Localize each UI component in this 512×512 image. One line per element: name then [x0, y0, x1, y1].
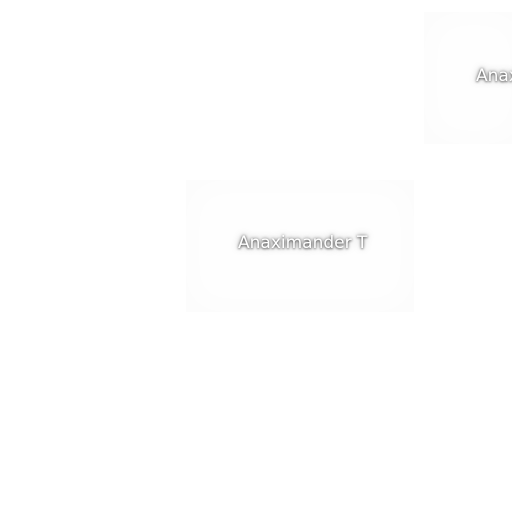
tile-caption-top-right: Anaximander T — [476, 66, 512, 86]
thumbnail-tile-top-right[interactable] — [424, 12, 512, 144]
tile-caption-center: Anaximander T — [238, 233, 368, 253]
thumbnail-tile-center[interactable] — [186, 180, 414, 312]
